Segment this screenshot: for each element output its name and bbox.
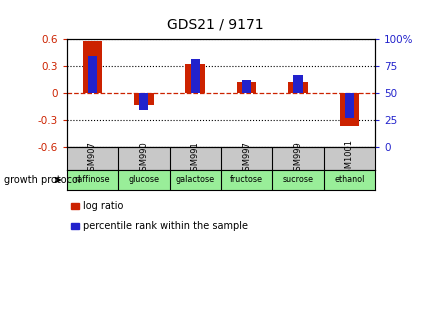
Bar xyxy=(88,57,97,93)
Bar xyxy=(241,80,251,93)
Bar xyxy=(293,75,302,93)
Text: GSM999: GSM999 xyxy=(293,141,302,176)
Text: GSM990: GSM990 xyxy=(139,141,148,176)
Bar xyxy=(139,93,148,110)
Bar xyxy=(344,93,353,118)
Bar xyxy=(236,82,256,93)
Bar xyxy=(190,59,200,93)
Bar xyxy=(83,41,102,93)
Text: GSM991: GSM991 xyxy=(190,141,199,176)
Text: GSM997: GSM997 xyxy=(242,141,251,176)
Text: growth protocol: growth protocol xyxy=(4,175,81,185)
Bar xyxy=(185,64,205,93)
Text: raffinose: raffinose xyxy=(74,176,110,184)
Bar xyxy=(134,93,153,105)
Text: GDS21 / 9171: GDS21 / 9171 xyxy=(167,18,263,31)
Text: sucrose: sucrose xyxy=(282,176,313,184)
Text: percentile rank within the sample: percentile rank within the sample xyxy=(83,221,248,231)
Text: GSM1001: GSM1001 xyxy=(344,139,353,179)
Text: fructose: fructose xyxy=(230,176,262,184)
Text: glucose: glucose xyxy=(128,176,159,184)
Text: ethanol: ethanol xyxy=(333,176,364,184)
Bar xyxy=(288,82,307,93)
Text: log ratio: log ratio xyxy=(83,201,123,211)
Text: GSM907: GSM907 xyxy=(88,141,97,176)
Bar xyxy=(339,93,358,126)
Text: galactose: galactose xyxy=(175,176,214,184)
